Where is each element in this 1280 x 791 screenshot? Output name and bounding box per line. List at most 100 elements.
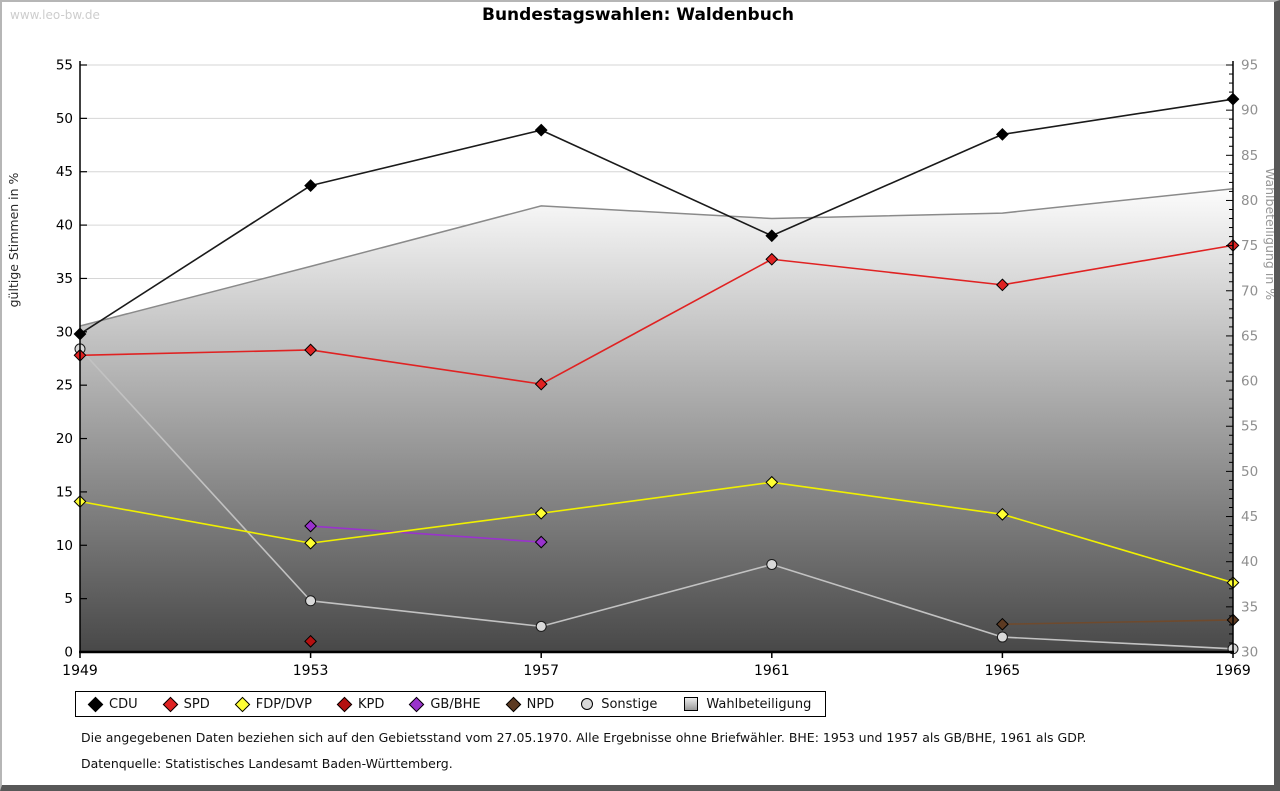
chart-legend: CDU SPD FDP/DVP KPD GB/BHE NPD Sonstige Wahlbet…: [75, 691, 827, 717]
data-point-FDP/DVP: [304, 536, 318, 550]
series-SPD-line: [310, 349, 542, 385]
legend-item-gb-bhe: GB/BHE: [409, 696, 481, 712]
legend-marker-icon: [336, 696, 353, 712]
legend-marker-icon: [87, 696, 104, 712]
data-point-NPD: [995, 617, 1009, 631]
series-FDP/DVP-line: [310, 512, 542, 544]
legend-item-wahlbeteiligung: Wahlbeteiligung: [684, 697, 811, 712]
series-NPD-line: [1002, 619, 1234, 626]
left-tick-label: 10: [56, 538, 73, 554]
left-tick-label: 55: [56, 58, 73, 74]
legend-item-kpd: KPD: [336, 696, 384, 712]
data-point-SPD: [765, 252, 779, 266]
series-GB/BHE-line: [310, 525, 542, 543]
series-SPD-line: [1002, 244, 1234, 286]
data-point-FDP/DVP: [765, 475, 779, 489]
legend-label: GB/BHE: [430, 696, 481, 712]
x-tick-label: 1949: [62, 663, 98, 679]
left-tick-label: 50: [56, 111, 73, 127]
watermark: www.leo-bw.de: [10, 8, 100, 22]
series-SPD-line: [771, 258, 1003, 286]
series-Sonstige-line: [310, 599, 542, 628]
series-FDP/DVP-line: [79, 500, 311, 544]
right-tick-label: 80: [1241, 193, 1258, 209]
footnote-gebietsstand: Die angegebenen Daten beziehen sich auf …: [81, 730, 1087, 745]
right-tick-label: 45: [1241, 509, 1258, 525]
data-point-FDP/DVP: [995, 507, 1009, 521]
x-tick-label: 1961: [754, 663, 790, 679]
series-SPD-line: [79, 349, 311, 357]
page-title: Bundestagswahlen: Waldenbuch: [481, 5, 795, 25]
legend-item-cdu: CDU: [87, 696, 138, 712]
left-tick-label: 35: [56, 271, 73, 287]
data-point-Sonstige: [766, 558, 778, 570]
legend-label: Wahlbeteiligung: [706, 696, 812, 712]
legend-label: Sonstige: [601, 696, 658, 712]
data-point-Sonstige: [535, 620, 547, 632]
x-tick-label: 1953: [293, 663, 329, 679]
data-point-CDU: [534, 123, 548, 137]
data-point-Sonstige: [996, 631, 1008, 643]
right-axis-title: Wahlbeteiligung in %: [1263, 168, 1278, 300]
data-point-GB/BHE: [534, 535, 548, 549]
series-CDU-line: [1002, 98, 1234, 136]
data-point-CDU: [304, 179, 318, 193]
legend-item-spd: SPD: [162, 696, 210, 712]
legend-marker-icon: [162, 696, 178, 712]
legend-item-sonstige: Sonstige: [581, 697, 657, 712]
right-tick-label: 75: [1241, 238, 1258, 254]
series-CDU-line: [79, 184, 312, 335]
series-wahlbeteiligung-edge: [79, 187, 1234, 327]
right-tick-label: 90: [1241, 103, 1258, 119]
data-point-SPD: [534, 377, 548, 391]
legend-label: FDP/DVP: [255, 696, 312, 712]
footnote-datenquelle: Datenquelle: Statistisches Landesamt Bad…: [81, 756, 453, 771]
left-tick-label: 40: [56, 218, 73, 234]
series-FDP/DVP-line: [771, 481, 1003, 516]
legend-marker-icon: [234, 696, 250, 712]
legend-marker-icon: [505, 696, 521, 712]
series-Sonstige-line: [1002, 636, 1234, 650]
x-tick-label: 1969: [1215, 663, 1251, 679]
left-tick-label: 25: [56, 378, 73, 394]
left-tick-label: 30: [56, 324, 73, 340]
right-tick-label: 70: [1241, 283, 1258, 299]
right-tick-label: 85: [1241, 148, 1258, 164]
series-CDU-line: [540, 129, 773, 237]
right-tick-label: 30: [1241, 645, 1258, 661]
series-Sonstige-line: [540, 563, 773, 628]
data-point-GB/BHE: [304, 519, 318, 533]
right-tick-label: 55: [1241, 419, 1258, 435]
series-Sonstige-line: [771, 563, 1003, 638]
x-tick-label: 1965: [985, 663, 1021, 679]
legend-item-fdp-dvp: FDP/DVP: [234, 696, 312, 712]
x-tick-label: 1957: [523, 663, 559, 679]
right-tick-label: 60: [1241, 374, 1258, 390]
data-point-CDU: [765, 229, 779, 243]
series-Sonstige-line: [79, 348, 312, 602]
legend-item-npd: NPD: [505, 696, 555, 712]
legend-marker-icon: [409, 696, 425, 712]
left-tick-label: 15: [56, 484, 73, 500]
data-point-SPD: [995, 278, 1009, 292]
series-SPD-line: [540, 258, 773, 385]
legend-label: SPD: [183, 696, 210, 712]
series-FDP/DVP-line: [541, 481, 772, 515]
left-tick-label: 0: [64, 645, 73, 661]
left-tick-label: 5: [64, 591, 73, 607]
legend-label: NPD: [526, 696, 555, 712]
data-point-KPD: [304, 634, 318, 648]
series-CDU-line: [310, 129, 542, 187]
data-point-FDP/DVP: [534, 506, 548, 520]
series-FDP/DVP-line: [1002, 513, 1234, 584]
right-tick-label: 65: [1241, 328, 1258, 344]
left-tick-label: 45: [56, 164, 73, 180]
data-point-CDU: [995, 127, 1009, 141]
right-tick-label: 35: [1241, 599, 1258, 615]
right-tick-label: 50: [1241, 464, 1258, 480]
left-tick-label: 20: [56, 431, 73, 447]
data-point-Sonstige: [305, 595, 317, 607]
right-tick-label: 40: [1241, 554, 1258, 570]
